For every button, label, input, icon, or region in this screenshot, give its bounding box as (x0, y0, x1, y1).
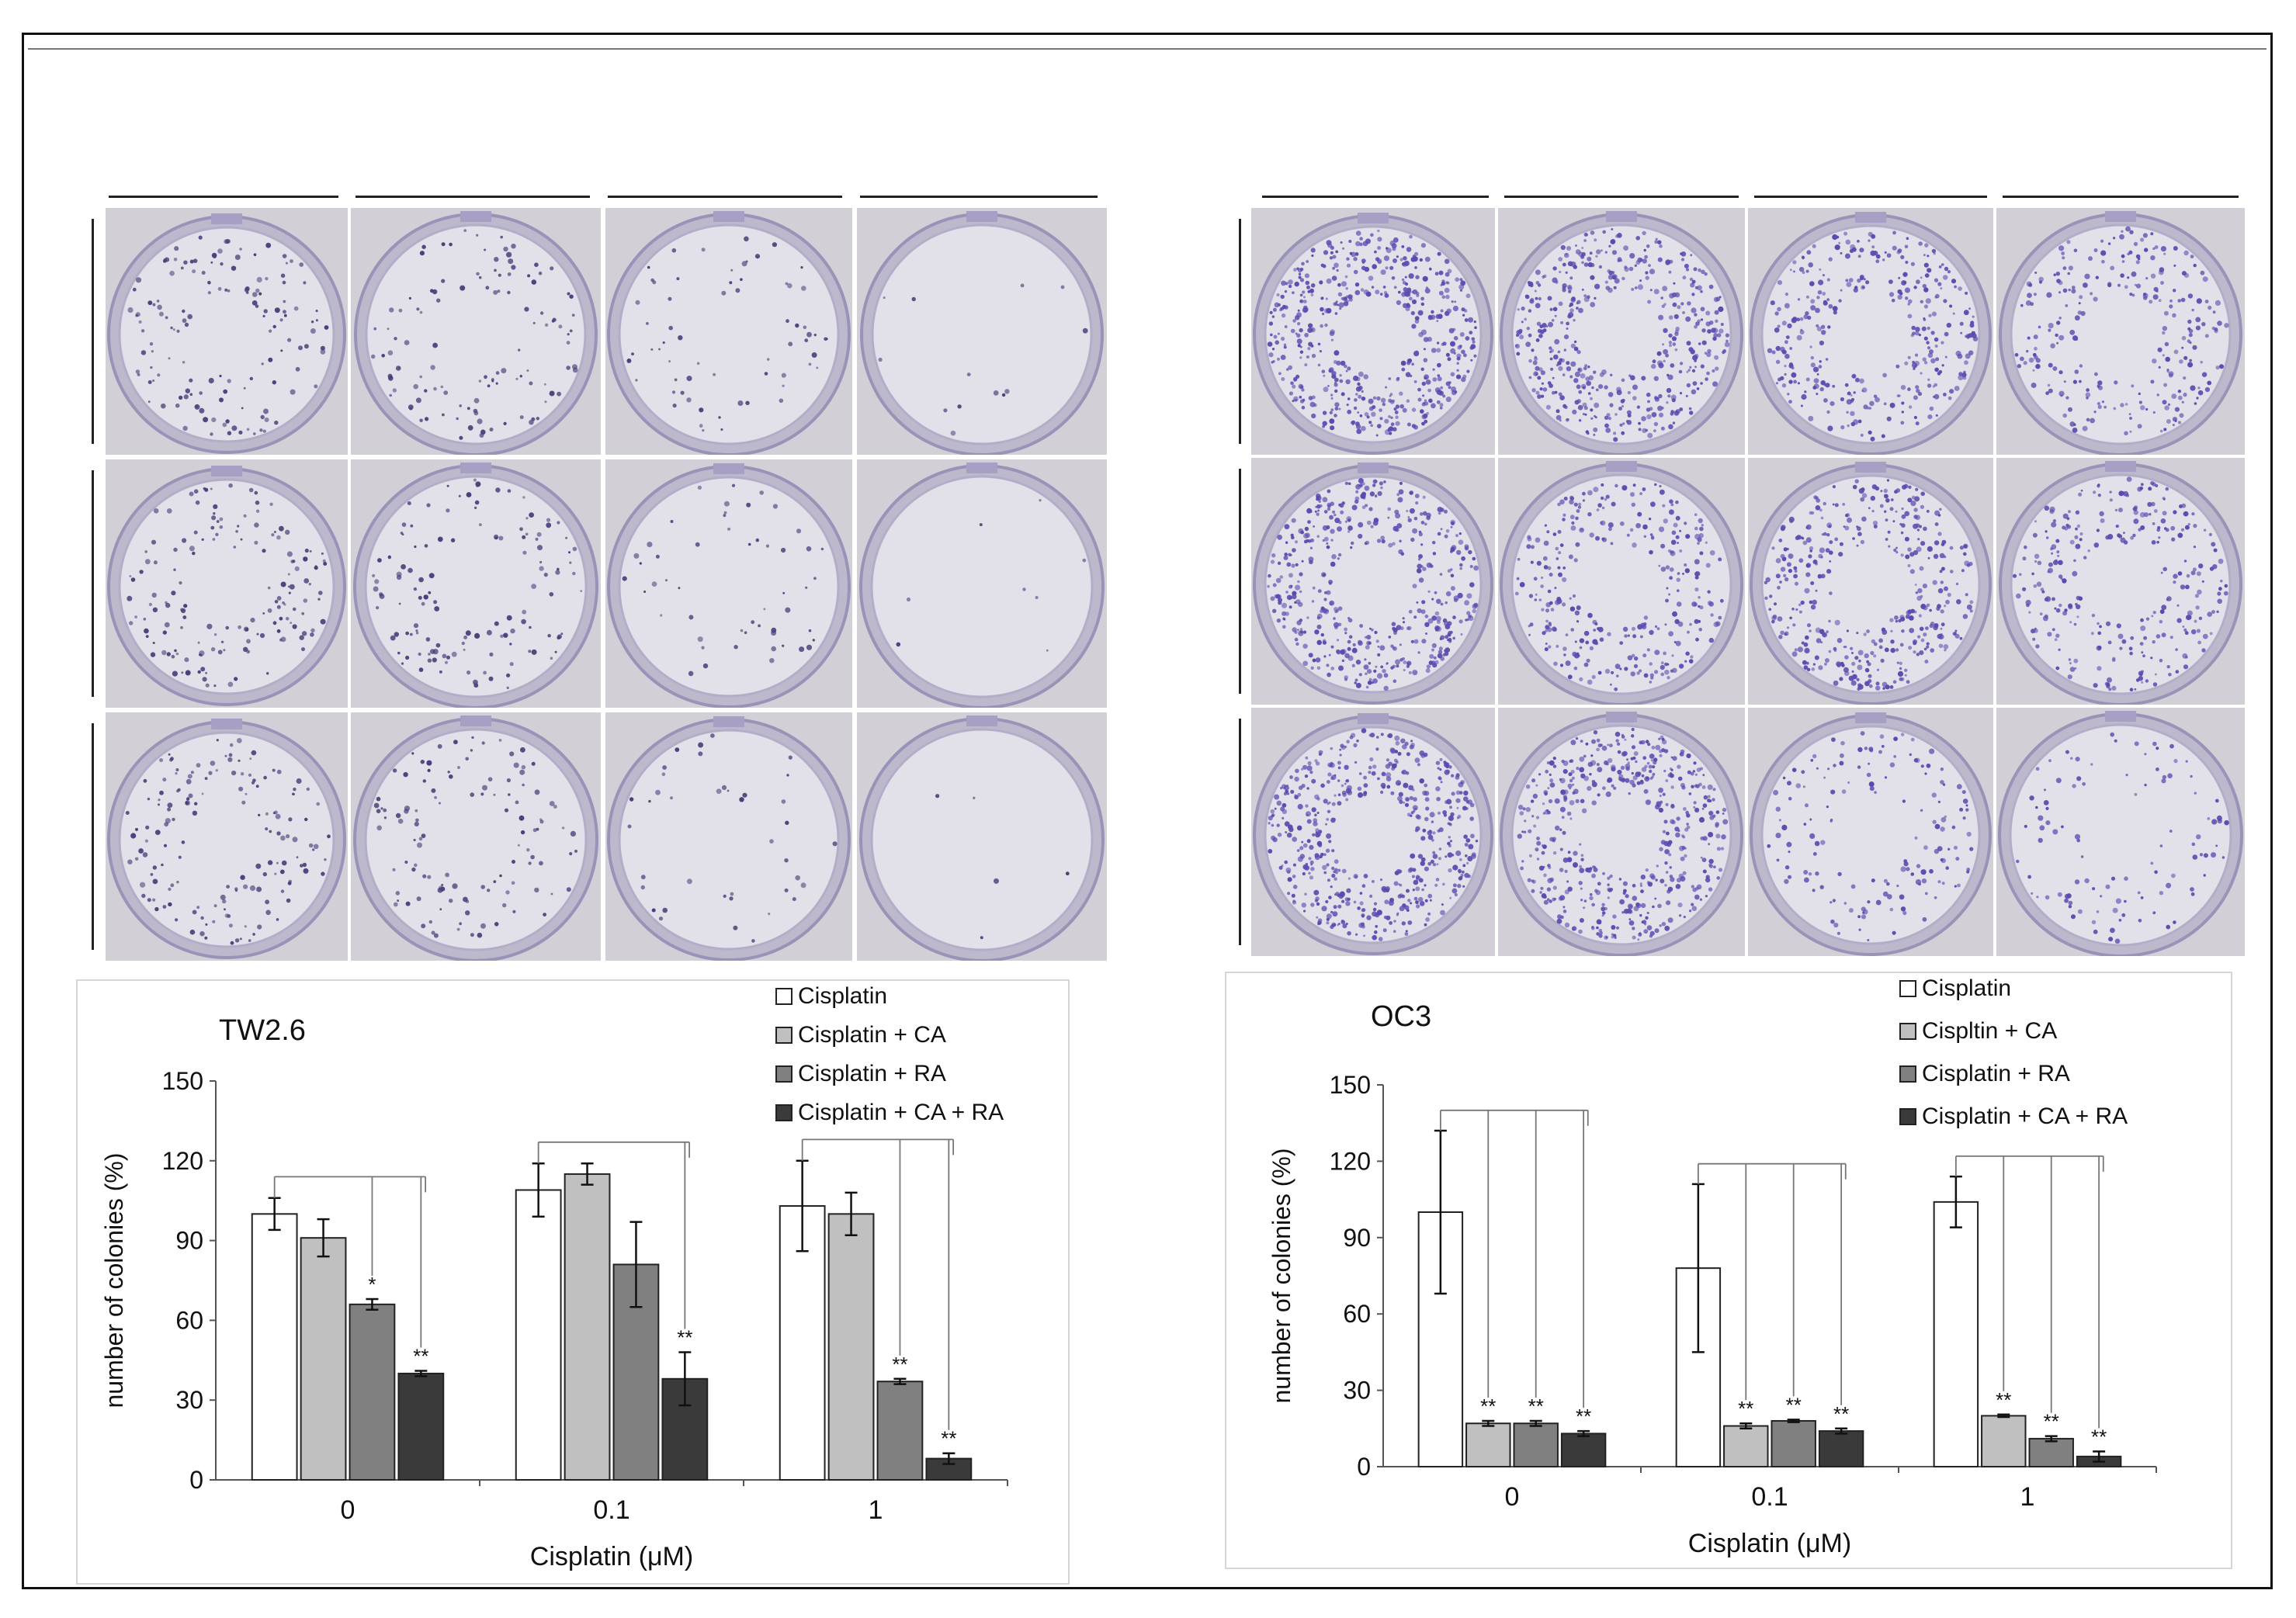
figure-top-rule (28, 48, 2267, 50)
colony-well-photo (106, 459, 348, 708)
column-rule (1754, 196, 1987, 198)
row-rule (92, 723, 94, 950)
colony-well-photo (106, 208, 348, 455)
colony-well-photo (1748, 208, 1993, 455)
column-rule (1262, 196, 1489, 198)
colony-well-photo (1251, 458, 1495, 705)
colony-well-photo (106, 712, 348, 961)
colony-well-photo (1251, 208, 1495, 455)
colony-well-photo (351, 712, 601, 961)
colony-well-photo (857, 712, 1107, 961)
colony-well-photo (605, 459, 852, 708)
row-rule (92, 219, 94, 444)
column-rule (109, 196, 338, 198)
colony-well-photo (605, 712, 852, 961)
row-rule (1239, 219, 1241, 444)
bar-chart-0 (76, 979, 1070, 1585)
row-rule (1239, 719, 1241, 945)
colony-well-photo (351, 208, 601, 455)
colony-well-photo (1498, 708, 1745, 956)
colony-well-photo (1498, 208, 1745, 455)
column-rule (860, 196, 1098, 198)
column-rule (608, 196, 842, 198)
figure-frame (22, 33, 2273, 1589)
bar-chart-1 (1225, 972, 2232, 1569)
colony-well-photo (1748, 458, 1993, 705)
row-rule (92, 470, 94, 697)
column-rule (1504, 196, 1739, 198)
colony-well-photo (1996, 458, 2245, 705)
colony-well-photo (1748, 708, 1993, 956)
column-rule (2003, 196, 2239, 198)
column-rule (355, 196, 590, 198)
colony-well-photo (857, 459, 1107, 708)
colony-well-photo (1251, 708, 1495, 956)
colony-well-photo (605, 208, 852, 455)
colony-well-photo (1996, 208, 2245, 455)
colony-well-photo (351, 459, 601, 708)
row-rule (1239, 469, 1241, 694)
colony-well-photo (1498, 458, 1745, 705)
colony-well-photo (1996, 708, 2245, 956)
colony-well-photo (857, 208, 1107, 455)
